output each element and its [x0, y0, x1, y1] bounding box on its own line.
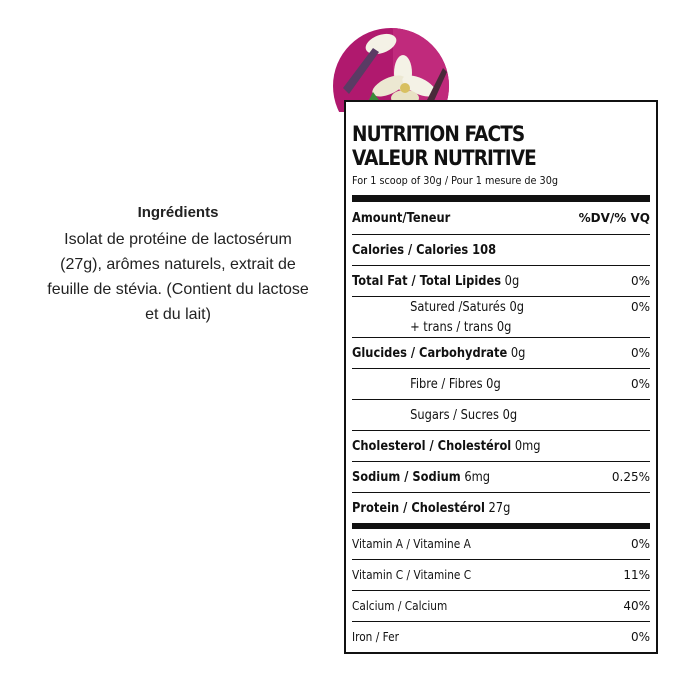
amount-header-row: Amount/Teneur %DV/% VQ	[352, 202, 650, 235]
nutrient-amount: 0g	[496, 319, 512, 335]
amount-header: Amount/Teneur	[352, 210, 451, 226]
nutrient-dv: 0%	[630, 300, 650, 314]
nutrient-dv: 0%	[630, 346, 650, 360]
ingredients-title: Ingrédients	[137, 204, 219, 221]
calories-label: Calories / Calories 108	[352, 242, 497, 258]
nutrient-row-sugars: Sugars / Sucres 0g	[352, 400, 650, 431]
vitamin-dv: 0%	[630, 537, 650, 551]
ingredients-line: feuille de stévia. (Contient du lactose	[47, 281, 309, 298]
nutrient-name: Fibre / Fibres	[410, 376, 483, 392]
nutrition-facts-label: NUTRITION FACTS VALEUR NUTRITIVE For 1 s…	[344, 100, 658, 654]
nutrient-name: Satured /Saturés	[410, 299, 506, 315]
vitamin-row-a: Vitamin A / Vitamine A 0%	[352, 523, 650, 560]
nutrient-name: Cholesterol / Cholestérol	[352, 438, 512, 454]
nutrient-row-saturated: Satured /Saturés 0g 0%	[352, 297, 650, 317]
vitamin-dv: 0%	[630, 630, 650, 644]
nutrient-row-trans: + trans / trans 0g	[352, 317, 650, 338]
ingredients-line: (27g), arômes naturels, extrait de	[60, 256, 296, 273]
thick-divider	[352, 195, 650, 202]
nutrient-name: Glucides / Carbohydrate	[352, 345, 508, 361]
nutrient-name: Sugars / Sucres	[410, 407, 499, 423]
ingredients-section: Ingrédients Isolat de protéine de lactos…	[18, 200, 338, 327]
serving-size: For 1 scoop of 30g / Pour 1 mesure de 30…	[352, 174, 559, 187]
vitamin-name: Iron / Fer	[352, 630, 399, 644]
nutrient-row-protein: Protein / Cholestérol 27g	[352, 493, 650, 523]
vitamin-name: Vitamin C / Vitamine C	[352, 568, 472, 582]
vitamin-name: Calcium / Calcium	[352, 599, 448, 613]
ingredients-line: et du lait)	[145, 306, 211, 323]
dv-header: %DV/% VQ	[578, 211, 650, 225]
nutrient-row-carbohydrate: Glucides / Carbohydrate 0g 0%	[352, 338, 650, 369]
nutrient-amount: 0g	[502, 407, 518, 423]
nutrient-row-sodium: Sodium / Sodium 6mg 0.25%	[352, 462, 650, 493]
vitamin-row-calcium: Calcium / Calcium 40%	[352, 591, 650, 622]
vitamin-dv: 40%	[623, 599, 650, 613]
nutrient-amount: 0g	[509, 299, 524, 315]
vitamin-row-c: Vitamin C / Vitamine C 11%	[352, 560, 650, 591]
nutrient-dv: 0%	[630, 377, 650, 391]
ingredients-line: Isolat de protéine de lactosérum	[64, 231, 292, 248]
heading-en: NUTRITION FACTS	[352, 122, 525, 146]
vitamin-name: Vitamin A / Vitamine A	[352, 537, 471, 551]
nutrient-row-fibre: Fibre / Fibres 0g 0%	[352, 369, 650, 400]
nutrient-amount: 0g	[510, 345, 526, 361]
vitamin-dv: 11%	[623, 568, 650, 582]
nutrient-amount: 0mg	[514, 438, 541, 454]
nutrient-amount: 6mg	[464, 469, 491, 485]
nutrient-name: + trans / trans	[410, 319, 494, 335]
nutrient-amount: 0g	[504, 273, 520, 289]
nutrient-dv: 0%	[630, 274, 650, 288]
heading-fr: VALEUR NUTRITIVE	[352, 146, 537, 170]
vitamin-row-iron: Iron / Fer 0%	[352, 622, 650, 652]
nutrient-name: Sodium / Sodium	[352, 469, 461, 485]
nutrient-amount: 27g	[488, 500, 511, 516]
calories-row: Calories / Calories 108	[352, 235, 650, 266]
nutrient-name: Protein / Cholestérol	[352, 500, 485, 516]
nutrient-dv: 0.25%	[611, 470, 650, 484]
nutrient-name: Total Fat / Total Lipides	[352, 273, 502, 289]
nutrient-amount: 0g	[486, 376, 501, 392]
nutrient-row-total-fat: Total Fat / Total Lipides 0g 0%	[352, 266, 650, 297]
nutrient-row-cholesterol: Cholesterol / Cholestérol 0mg	[352, 431, 650, 462]
